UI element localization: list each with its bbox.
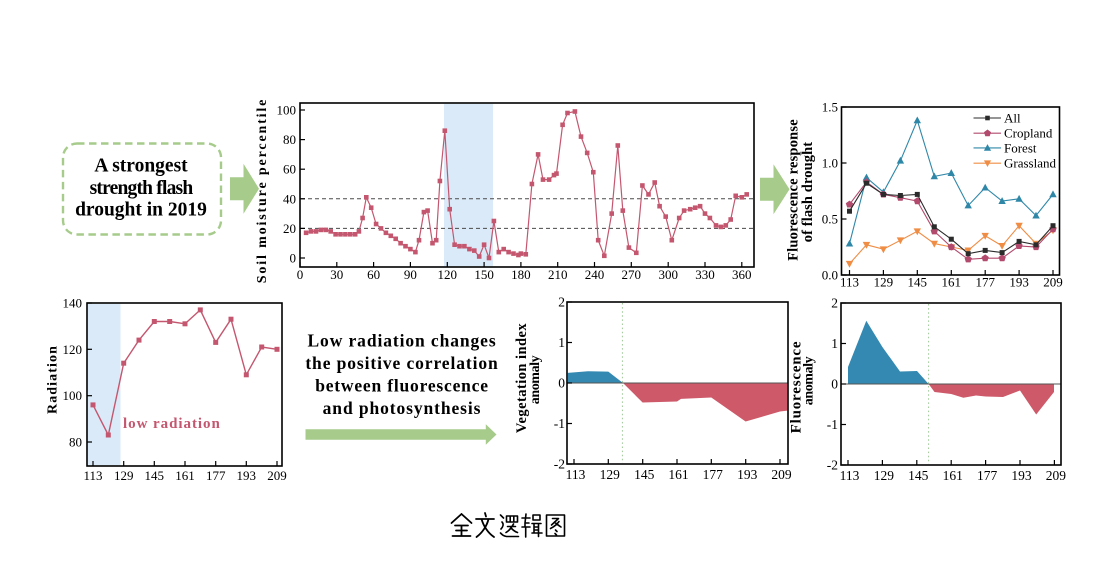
svg-text:145: 145 [908,468,929,483]
svg-text:161: 161 [668,467,688,482]
svg-text:low radiation: low radiation [123,416,221,432]
svg-text:Vegetation index: Vegetation index [514,323,530,433]
svg-text:Fluorescence response: Fluorescence response [786,119,802,261]
svg-text:-2: -2 [827,458,838,473]
svg-text:161: 161 [175,468,195,483]
svg-text:between fluorescence: between fluorescence [315,376,489,396]
svg-text:40: 40 [283,191,296,206]
svg-text:100: 100 [63,388,83,403]
svg-text:1.0: 1.0 [822,156,838,171]
svg-text:Low radiation changes: Low radiation changes [307,331,496,351]
svg-text:210: 210 [548,267,568,282]
svg-text:and photosynthesis: and photosynthesis [323,398,482,418]
svg-text:100: 100 [277,103,297,118]
svg-text:145: 145 [908,275,928,290]
svg-text:drought in 2019: drought in 2019 [75,199,207,220]
svg-text:1.5: 1.5 [822,100,838,115]
svg-text:0.0: 0.0 [822,268,838,283]
svg-text:A strongest: A strongest [94,156,188,177]
svg-text:2: 2 [831,296,838,311]
svg-text:20: 20 [283,221,296,236]
svg-text:129: 129 [114,468,134,483]
svg-text:strength flash: strength flash [90,178,194,199]
svg-text:177: 177 [703,467,724,482]
svg-text:161: 161 [943,468,963,483]
svg-text:209: 209 [1046,468,1067,483]
svg-text:30: 30 [330,267,343,282]
svg-text:129: 129 [874,275,894,290]
svg-text:0: 0 [290,251,297,266]
svg-text:1: 1 [831,336,838,351]
svg-text:240: 240 [585,267,605,282]
svg-text:Forest: Forest [1004,140,1037,155]
svg-text:Radiation: Radiation [46,345,61,414]
svg-text:209: 209 [267,468,287,483]
svg-text:193: 193 [1011,468,1032,483]
svg-text:-1: -1 [554,416,565,431]
svg-text:270: 270 [622,267,642,282]
svg-text:anomaly: anomaly [528,355,543,404]
svg-text:330: 330 [695,267,715,282]
svg-text:145: 145 [145,468,165,483]
svg-text:0.5: 0.5 [822,212,838,227]
svg-text:80: 80 [69,435,82,450]
svg-text:2: 2 [558,295,565,310]
svg-text:80: 80 [283,132,296,147]
svg-text:All: All [1004,111,1021,126]
svg-text:113: 113 [840,468,860,483]
svg-text:209: 209 [771,467,792,482]
svg-text:-2: -2 [554,457,565,472]
svg-text:Fluorescence: Fluorescence [789,341,805,434]
svg-text:161: 161 [942,275,962,290]
svg-text:150: 150 [474,267,494,282]
svg-text:0: 0 [297,267,304,282]
svg-text:193: 193 [1009,275,1029,290]
svg-text:129: 129 [600,467,621,482]
svg-text:113: 113 [840,275,859,290]
svg-text:193: 193 [737,467,758,482]
svg-text:Grassland: Grassland [1004,156,1056,171]
svg-text:129: 129 [874,468,895,483]
svg-text:300: 300 [658,267,678,282]
svg-text:60: 60 [367,267,380,282]
svg-text:177: 177 [975,275,995,290]
svg-text:60: 60 [283,162,296,177]
svg-text:209: 209 [1043,275,1063,290]
svg-text:90: 90 [404,267,417,282]
svg-text:145: 145 [634,467,655,482]
svg-text:180: 180 [511,267,531,282]
svg-text:0: 0 [558,376,565,391]
svg-text:Soil moisture percentile: Soil moisture percentile [255,98,270,283]
svg-text:177: 177 [206,468,226,483]
svg-text:of flash drought: of flash drought [800,142,816,243]
svg-text:140: 140 [63,296,83,311]
svg-text:113: 113 [83,468,102,483]
svg-text:177: 177 [977,468,998,483]
svg-text:-1: -1 [827,417,838,432]
svg-text:1: 1 [558,335,565,350]
svg-text:193: 193 [237,468,257,483]
svg-text:360: 360 [732,267,752,282]
svg-text:Cropland: Cropland [1004,126,1053,141]
svg-text:anomaly: anomaly [802,356,817,405]
svg-text:0: 0 [831,377,838,392]
svg-text:120: 120 [63,342,83,357]
svg-text:the positive correlation: the positive correlation [305,353,498,373]
svg-text:120: 120 [438,267,458,282]
svg-text:113: 113 [566,467,586,482]
